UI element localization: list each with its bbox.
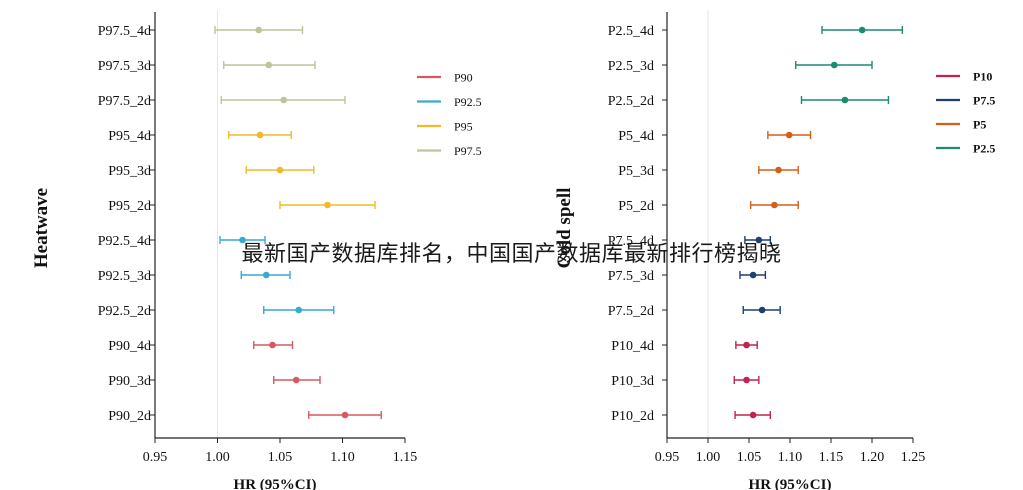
- x-tick-label: 1.25: [901, 450, 926, 465]
- hr-point: [755, 236, 763, 244]
- x-tick-label: 1.00: [205, 450, 230, 465]
- hr-point: [256, 131, 264, 139]
- row-label: P95_2d: [108, 199, 151, 214]
- row-label: P10_3d: [611, 374, 654, 389]
- row-label: P2.5_4d: [608, 24, 654, 39]
- row-label: P7.5_2d: [608, 304, 654, 319]
- row-label: P5_4d: [618, 129, 654, 144]
- row-label: P95_4d: [108, 129, 151, 144]
- hr-point: [830, 61, 838, 69]
- hr-point: [771, 201, 778, 209]
- row-label: P90_3d: [108, 374, 151, 389]
- row-label: P10_4d: [611, 339, 654, 354]
- x-tick-label: 1.15: [393, 450, 418, 465]
- legend-label: P97.5: [454, 144, 482, 158]
- row-label: P7.5_3d: [608, 269, 654, 284]
- hr-point: [775, 166, 782, 174]
- x-tick-label: 1.20: [860, 450, 885, 465]
- hr-point: [749, 271, 757, 279]
- row-label: P2.5_3d: [608, 59, 654, 74]
- row-label: P92.5_4d: [98, 234, 151, 249]
- hr-point: [262, 271, 270, 279]
- x-tick-label: 1.10: [778, 450, 803, 465]
- legend-label: P5: [973, 118, 986, 132]
- hr-point: [324, 201, 331, 209]
- row-label: P92.5_2d: [98, 304, 151, 319]
- forest-panel-2: 0.95 1.00 1.05 1.10 1.15 1.20 1.25 HR (95%CI) Co…: [554, 10, 995, 490]
- watermark-overlay-text: 最新国产数据库排名，中国国产数据库最新排行榜揭晓: [241, 242, 782, 267]
- row-label: P95_3d: [108, 164, 151, 179]
- hr-point: [858, 26, 866, 34]
- hr-point: [743, 341, 750, 349]
- x-tick-label: 1.00: [696, 450, 721, 465]
- x-tick-label: 1.05: [268, 450, 293, 465]
- hr-point: [255, 26, 263, 34]
- row-label: P7.5_4d: [608, 234, 654, 249]
- x-tick-label: 0.95: [143, 450, 168, 465]
- row-label: P90_4d: [108, 339, 151, 354]
- hr-point: [749, 411, 757, 419]
- x-tick-label: 1.10: [330, 450, 355, 465]
- hr-point: [292, 376, 300, 384]
- hr-point: [758, 306, 766, 314]
- legend-label: P2.5: [973, 142, 995, 156]
- y-group-label: Heatwave: [31, 188, 52, 268]
- legend-label: P10: [973, 70, 992, 84]
- row-label: P97.5_4d: [98, 24, 151, 39]
- row-label: P90_2d: [108, 409, 151, 424]
- row-label: P92.5_3d: [98, 269, 151, 284]
- hr-point: [341, 411, 349, 419]
- row-label: P2.5_2d: [608, 94, 654, 109]
- legend-label: P92.5: [454, 95, 482, 109]
- hr-point: [276, 166, 284, 174]
- x-tick-label: 0.95: [655, 450, 680, 465]
- hr-point: [280, 96, 288, 104]
- hr-point: [295, 306, 303, 314]
- row-label: P10_2d: [611, 409, 654, 424]
- row-label: P5_3d: [618, 164, 654, 179]
- legend-label: P95: [454, 120, 473, 134]
- forest-panel-1: 0.95 1.00 1.05 1.10 1.15 HR (95%CI) Heatwave P9…: [31, 10, 482, 490]
- row-label: P97.5_2d: [98, 94, 151, 109]
- legend-label: P7.5: [973, 94, 995, 108]
- row-label: P5_2d: [618, 199, 654, 214]
- row-label: P97.5_3d: [98, 59, 151, 74]
- y-group-label: Cold spell: [554, 188, 575, 269]
- x-axis-title: HR (95%CI): [749, 477, 832, 490]
- hr-point: [265, 61, 273, 69]
- hr-point: [239, 236, 246, 244]
- hr-point: [785, 131, 793, 139]
- legend-label: P90: [454, 71, 473, 85]
- x-tick-label: 1.05: [737, 450, 762, 465]
- x-axis-title: HR (95%CI): [234, 477, 317, 490]
- hr-point: [269, 341, 276, 349]
- hr-point: [743, 376, 750, 384]
- hr-point: [841, 96, 849, 104]
- x-tick-label: 1.15: [819, 450, 844, 465]
